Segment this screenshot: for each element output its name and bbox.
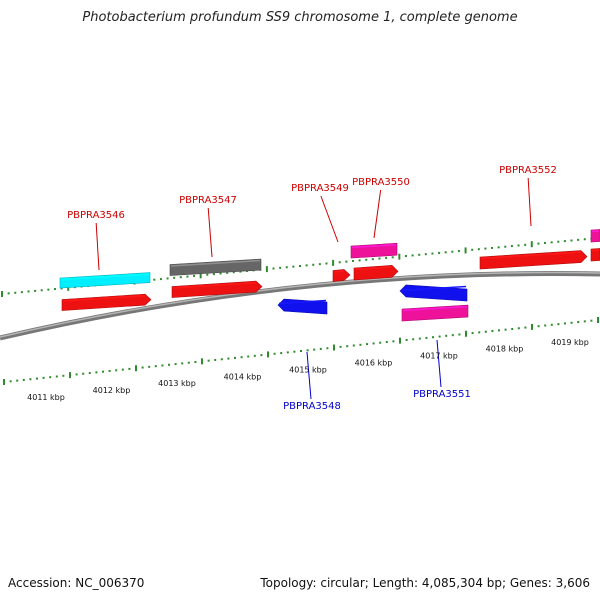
gene-label-leader — [436, 339, 442, 388]
gene-label-leader — [207, 207, 213, 258]
gene-feature-highlight — [591, 230, 600, 233]
gene-features — [59, 229, 600, 322]
gene-label-PBPRA3552[interactable]: PBPRA3552 — [499, 165, 557, 176]
gene-label-PBPRA3549[interactable]: PBPRA3549 — [291, 183, 349, 194]
gene-label-PBPRA3547[interactable]: PBPRA3547 — [179, 195, 237, 206]
scale-label: 4019 kbp — [551, 338, 589, 347]
gene-feature-cyan-feature-1[interactable] — [59, 272, 151, 289]
gene-feature-highlight — [402, 305, 468, 312]
gene-feature-highlight — [172, 281, 257, 289]
gene-label-PBPRA3550[interactable]: PBPRA3550 — [352, 177, 410, 188]
genome-stats-text: Topology: circular; Length: 4,085,304 bp… — [260, 576, 590, 590]
gene-feature-highlight — [62, 294, 146, 302]
gene-feature-highlight — [278, 299, 327, 305]
gene-feature-PBPRA3546[interactable] — [61, 293, 152, 311]
gene-feature-highlight — [333, 270, 345, 273]
scale-label: 4018 kbp — [486, 345, 524, 354]
gene-label-leader — [320, 195, 339, 243]
gene-feature-highlight — [480, 251, 582, 260]
accession-text: Accession: NC_006370 — [8, 576, 145, 590]
scale-label: 4013 kbp — [158, 379, 196, 388]
gene-feature-PBPRA3552[interactable] — [479, 250, 588, 270]
gene-label-leader — [527, 177, 532, 227]
gene-label-PBPRA3548[interactable]: PBPRA3548 — [283, 401, 341, 412]
gene-feature-small-feature[interactable] — [332, 269, 351, 282]
gene-feature-highlight — [591, 249, 600, 252]
gene-feature-PBPRA3547[interactable] — [171, 280, 263, 298]
gene-feature-gray-feature-1[interactable] — [169, 258, 262, 276]
gene-feature-highlight — [351, 243, 397, 249]
gene-label-leader — [373, 189, 382, 239]
scale-label: 4015 kbp — [289, 365, 327, 374]
gene-feature-pink-feature-3[interactable] — [590, 229, 600, 243]
gene-label-PBPRA3551[interactable]: PBPRA3551 — [413, 389, 471, 400]
gene-label-leader — [95, 222, 100, 271]
chromosome-backbone — [0, 271, 600, 341]
gene-feature-highlight — [400, 285, 467, 292]
gene-feature-highlight — [60, 273, 150, 281]
scale-label: 4016 kbp — [355, 359, 393, 368]
map-title: Photobacterium profundum SS9 chromosome … — [82, 10, 518, 25]
scale-label: 4017 kbp — [420, 352, 458, 361]
chromosome-backbone-highlight — [0, 271, 600, 338]
gene-feature-highlight — [170, 259, 261, 267]
gene-label-leader — [306, 351, 312, 400]
gene-feature-red-feature-edge[interactable] — [590, 248, 600, 262]
scale-label: 4011 kbp — [27, 393, 65, 402]
gene-feature-highlight — [354, 266, 393, 271]
gene-label-PBPRA3546[interactable]: PBPRA3546 — [67, 210, 125, 221]
scale-label: 4012 kbp — [93, 386, 131, 395]
scale-label: 4014 kbp — [224, 372, 262, 381]
